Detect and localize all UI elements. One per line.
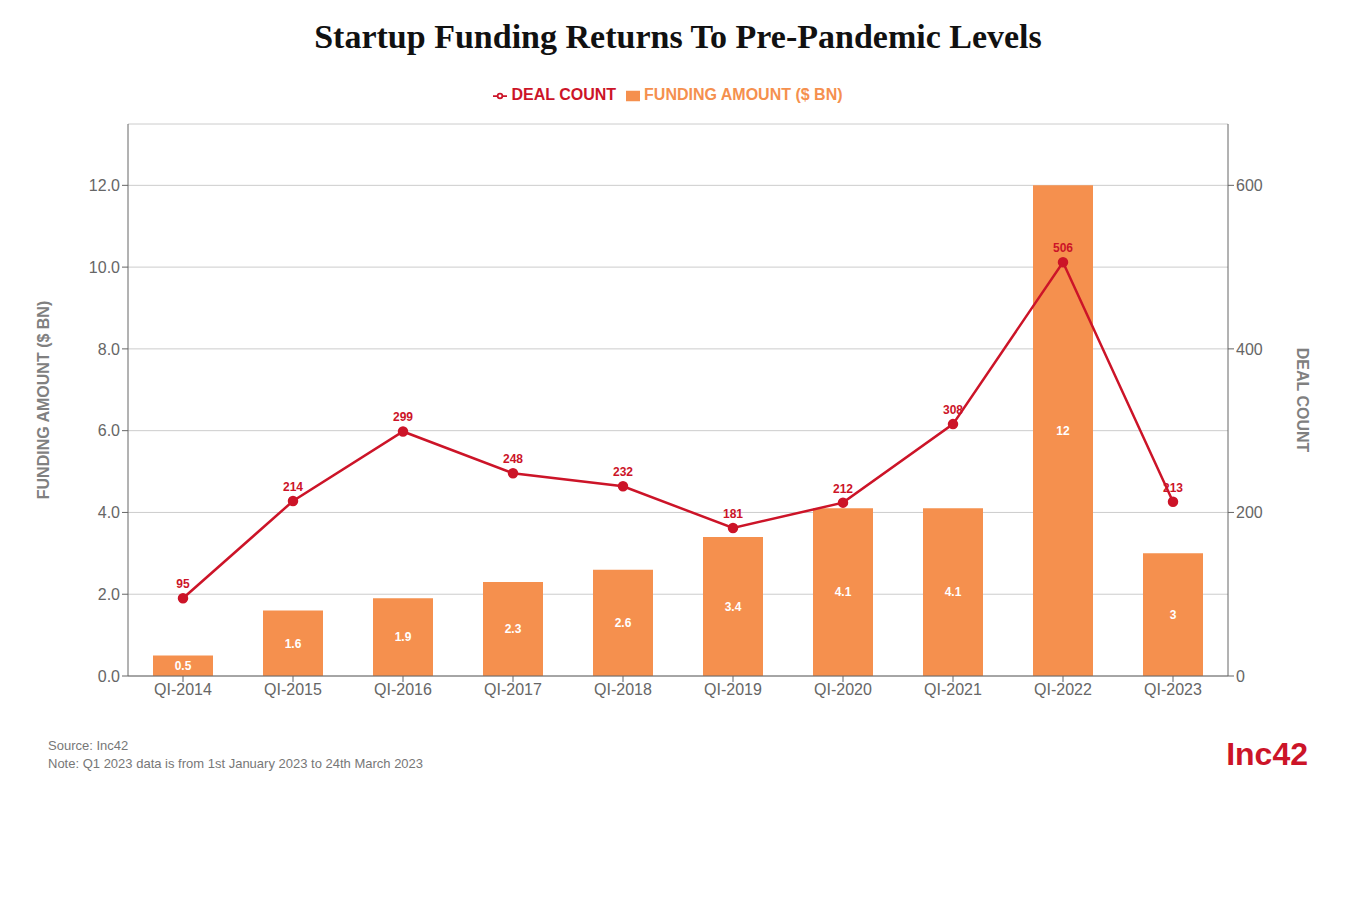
svg-text:213: 213 [1163, 481, 1183, 495]
svg-text:QI-2017: QI-2017 [484, 681, 542, 698]
html-text:DEAL COUNT: DEAL COUNT [511, 86, 616, 103]
svg-text:4.1: 4.1 [835, 585, 852, 599]
svg-text:0: 0 [1236, 668, 1245, 685]
svg-text:QI-2016: QI-2016 [374, 681, 432, 698]
svg-text:6.0: 6.0 [98, 422, 120, 439]
svg-text:1.9: 1.9 [395, 630, 412, 644]
html-text:Inc42: Inc42 [1226, 736, 1308, 772]
svg-text:QI-2023: QI-2023 [1144, 681, 1202, 698]
html-text:Source: Inc42: Source: Inc42 [48, 738, 129, 753]
html-text:FUNDING AMOUNT ($ BN): FUNDING AMOUNT ($ BN) [644, 86, 843, 103]
html-text:Startup Funding Returns To Pre: Startup Funding Returns To Pre-Pandemic … [314, 18, 1042, 55]
svg-text:95: 95 [176, 577, 190, 591]
svg-text:1.6: 1.6 [285, 637, 302, 651]
svg-text:3.4: 3.4 [725, 600, 742, 614]
svg-text:QI-2022: QI-2022 [1034, 681, 1092, 698]
svg-text:2.6: 2.6 [615, 616, 632, 630]
svg-text:506: 506 [1053, 241, 1073, 255]
svg-text:10.0: 10.0 [89, 259, 120, 276]
svg-text:2.0: 2.0 [98, 586, 120, 603]
svg-text:181: 181 [723, 507, 743, 521]
svg-text:4.1: 4.1 [945, 585, 962, 599]
svg-text:400: 400 [1236, 341, 1263, 358]
svg-text:8.0: 8.0 [98, 341, 120, 358]
svg-text:DEAL COUNT: DEAL COUNT [1294, 348, 1311, 453]
svg-text:308: 308 [943, 403, 963, 417]
svg-text:FUNDING AMOUNT ($ BN): FUNDING AMOUNT ($ BN) [35, 301, 52, 500]
svg-text:248: 248 [503, 452, 523, 466]
svg-text:QI-2015: QI-2015 [264, 681, 322, 698]
svg-text:200: 200 [1236, 504, 1263, 521]
svg-text:0.5: 0.5 [175, 659, 192, 673]
svg-text:12: 12 [1056, 424, 1070, 438]
svg-text:QI-2014: QI-2014 [154, 681, 212, 698]
svg-text:232: 232 [613, 465, 633, 479]
svg-text:QI-2021: QI-2021 [924, 681, 982, 698]
svg-text:QI-2019: QI-2019 [704, 681, 762, 698]
svg-text:4.0: 4.0 [98, 504, 120, 521]
html-text:Note: Q1 2023 data is from 1st: Note: Q1 2023 data is from 1st January 2… [48, 756, 424, 771]
svg-text:2.3: 2.3 [505, 622, 522, 636]
svg-text:QI-2020: QI-2020 [814, 681, 872, 698]
svg-text:600: 600 [1236, 177, 1263, 194]
svg-text:12.0: 12.0 [89, 177, 120, 194]
svg-text:299: 299 [393, 410, 413, 424]
svg-text:QI-2018: QI-2018 [594, 681, 652, 698]
svg-text:3: 3 [1170, 608, 1177, 622]
svg-text:212: 212 [833, 482, 853, 496]
svg-text:214: 214 [283, 480, 303, 494]
svg-text:0.0: 0.0 [98, 668, 120, 685]
